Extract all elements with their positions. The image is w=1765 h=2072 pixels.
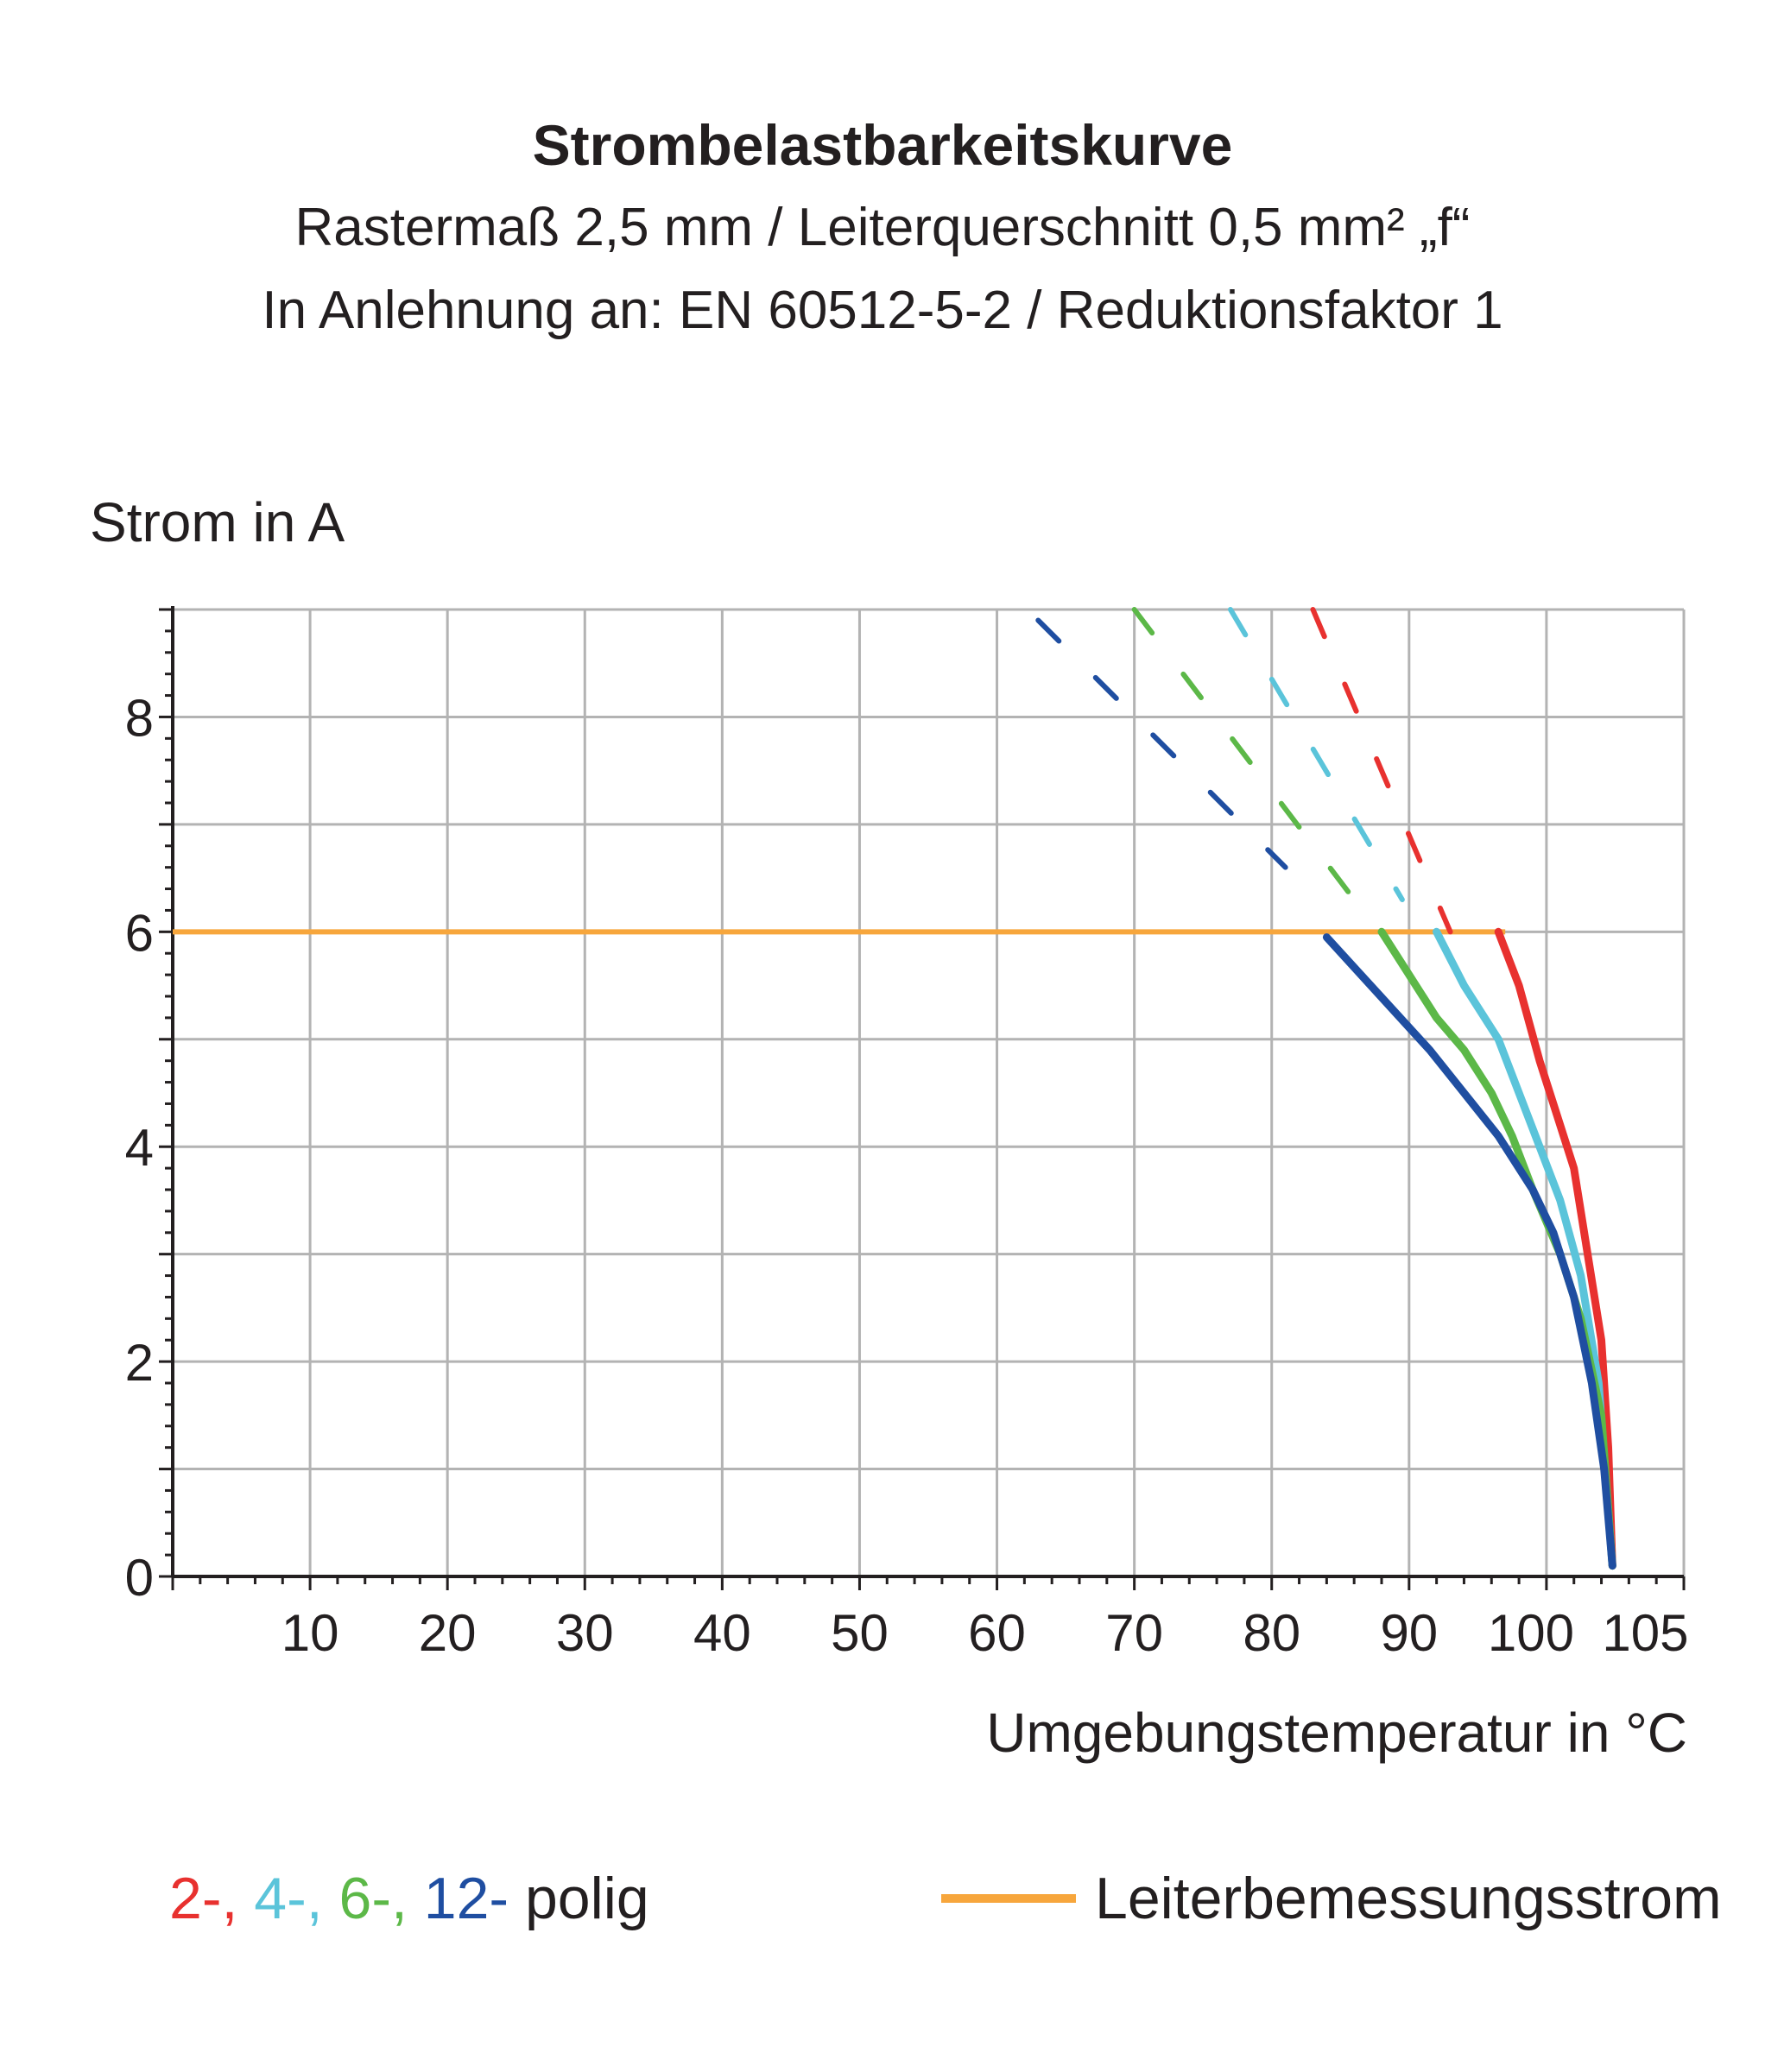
legend-poles: 2-, 4-, 6-, 12- polig bbox=[169, 1865, 649, 1932]
series-4pol-curve bbox=[1433, 927, 1616, 1570]
legend-pole-2: 2- bbox=[169, 1866, 222, 1931]
legend-rated-current: Leiterbemessungsstrom bbox=[941, 1865, 1722, 1932]
y-tick-label: 0 bbox=[125, 1549, 154, 1607]
chart-subtitle-1: Rastermaß 2,5 mm / Leiterquerschnitt 0,5… bbox=[294, 198, 1471, 257]
series-4pol-extrapolation bbox=[1228, 607, 1405, 902]
x-tick-label: 100 bbox=[1488, 1604, 1574, 1662]
legend-polig-label: polig bbox=[509, 1866, 649, 1931]
legend-pole-12: 12- bbox=[423, 1866, 509, 1931]
x-tick-label: 105 bbox=[1602, 1604, 1688, 1662]
y-tick-label: 2 bbox=[125, 1334, 154, 1392]
legend-sep-2: , bbox=[306, 1866, 339, 1931]
x-tick-label: 40 bbox=[693, 1604, 751, 1662]
x-tick-label: 30 bbox=[556, 1604, 614, 1662]
series-12pol-curve bbox=[1322, 933, 1616, 1570]
chart-subtitle-2: In Anlehnung an: EN 60512-5-2 / Reduktio… bbox=[262, 281, 1503, 340]
x-tick-label: 90 bbox=[1380, 1604, 1438, 1662]
x-tick-label: 70 bbox=[1105, 1604, 1163, 1662]
x-tick-label: 20 bbox=[419, 1604, 477, 1662]
y-tick-label: 4 bbox=[125, 1119, 154, 1177]
title-block: Strombelastbarkeitskurve Rastermaß 2,5 m… bbox=[0, 104, 1765, 352]
legend-rated-swatch bbox=[941, 1894, 1076, 1903]
x-tick-label: 60 bbox=[968, 1604, 1026, 1662]
series-6pol-curve bbox=[1377, 927, 1616, 1570]
x-tick-label: 80 bbox=[1243, 1604, 1300, 1662]
y-tick-label: 8 bbox=[125, 689, 154, 747]
x-tick-label: 50 bbox=[831, 1604, 889, 1662]
x-axis-label: Umgebungstemperatur in °C bbox=[986, 1702, 1687, 1764]
legend-pole-6: 6- bbox=[338, 1866, 391, 1931]
chart-title: Strombelastbarkeitskurve bbox=[532, 113, 1233, 177]
series-6pol-extrapolation bbox=[1131, 607, 1357, 902]
series-12pol-extrapolation bbox=[1035, 617, 1288, 870]
y-axis-label: Strom in A bbox=[90, 491, 345, 553]
series-2pol-extrapolation bbox=[1310, 607, 1453, 935]
y-tick-label: 6 bbox=[125, 904, 154, 962]
legend-rated-label: Leiterbemessungsstrom bbox=[1095, 1866, 1722, 1931]
legend-pole-4: 4- bbox=[254, 1866, 307, 1931]
x-tick-label: 10 bbox=[282, 1604, 339, 1662]
series-2pol-curve bbox=[1494, 927, 1616, 1570]
legend-sep-3: , bbox=[391, 1866, 424, 1931]
legend-sep-1: , bbox=[221, 1866, 255, 1931]
